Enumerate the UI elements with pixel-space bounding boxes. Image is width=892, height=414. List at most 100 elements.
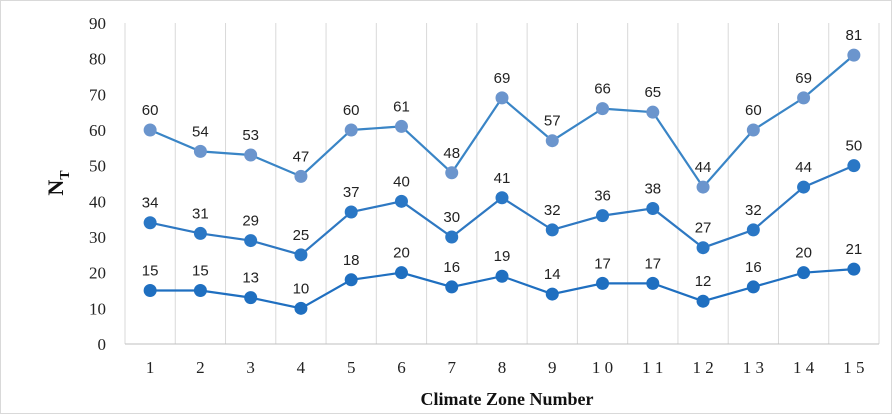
data-label: 41 [494,170,511,187]
data-point [344,205,358,219]
gridlines [124,23,880,344]
y-tick-label: 80 [89,50,106,69]
data-label: 32 [544,202,561,219]
data-point [193,144,207,158]
x-tick-label: 8 [498,358,507,377]
data-point [646,201,660,215]
data-label: 60 [343,102,360,119]
data-label: 66 [594,81,611,98]
data-label: 81 [846,27,863,44]
y-tick-label: 30 [89,228,106,247]
data-point [294,301,308,315]
data-point [797,266,811,280]
data-point [545,134,559,148]
x-tick-label: 1 5 [843,358,864,377]
y-axis-title-subscript: T [58,170,73,180]
data-label: 30 [443,209,460,226]
series-1: 60 54 53 47 60 61 48 69 57 66 65 44 60 69 81 [142,27,863,194]
data-label: 48 [443,145,460,162]
y-tick-label: 10 [89,299,106,318]
x-tick-label: 1 2 [692,358,713,377]
y-tick-label: 20 [89,264,106,283]
data-point [545,287,559,301]
data-label: 20 [393,245,410,262]
data-label: 13 [242,270,259,287]
data-point [244,234,258,248]
y-axis-title-main: N [43,180,68,196]
data-label: 32 [745,202,762,219]
data-point [445,166,459,180]
x-tick-label: 1 4 [793,358,815,377]
y-tick-label: 60 [89,121,106,140]
data-point [646,105,660,119]
data-label: 65 [644,84,661,101]
y-axis-title: NT [43,170,73,196]
data-point [847,159,861,173]
data-point [244,291,258,305]
data-label: 37 [343,184,360,201]
data-label: 60 [142,102,159,119]
data-label: 44 [795,159,812,176]
x-axis: 1 2 3 4 5 6 7 8 9 1 0 1 1 1 2 1 3 1 4 1 5 [125,343,879,377]
data-point [495,191,509,205]
data-point [294,169,308,183]
data-label: 34 [142,195,159,212]
data-label: 38 [644,180,661,197]
data-point [193,226,207,240]
data-point [746,123,760,137]
x-tick-label: 6 [397,358,406,377]
x-tick-label: 7 [447,358,456,377]
data-label: 17 [644,255,661,272]
x-tick-label: 9 [548,358,557,377]
data-label: 50 [846,138,863,155]
series-3: 15 15 13 10 18 20 16 19 14 17 17 12 16 20 21 [142,241,862,315]
y-tick-label: 0 [98,335,107,354]
data-label: 25 [293,227,310,244]
data-label: 40 [393,173,410,190]
data-point [193,284,207,297]
y-tick-label: 90 [89,14,106,33]
data-point [394,119,408,133]
x-axis-title: Climate Zone Number [421,389,594,409]
data-point [746,223,760,237]
x-tick-label: 1 [146,358,155,377]
y-axis: 0 10 20 30 40 50 60 70 80 90 [89,14,106,354]
data-point [797,180,811,194]
data-point [797,91,811,105]
data-label: 15 [142,263,159,280]
x-tick-label: 1 0 [592,358,613,377]
data-label: 31 [192,205,209,222]
data-point [294,248,308,262]
data-label: 20 [795,245,812,262]
data-label: 10 [293,280,310,297]
data-point [646,276,660,290]
data-label: 57 [544,113,561,130]
data-point [394,194,408,208]
x-tick-label: 2 [196,358,205,377]
data-point [244,148,258,162]
y-tick-label: 40 [89,192,106,211]
data-point [445,230,459,244]
data-label: 36 [594,188,611,205]
data-label: 44 [695,159,712,176]
y-tick-label: 50 [89,157,106,176]
data-point [545,223,559,237]
data-point [344,123,358,137]
x-tick-label: 1 1 [642,358,663,377]
data-point [847,48,861,62]
data-point [847,262,861,276]
data-label: 27 [695,220,712,237]
data-point [746,280,760,294]
data-label: 19 [494,248,511,265]
x-tick-label: 4 [297,358,306,377]
data-point [596,276,610,290]
data-point [696,294,710,308]
data-point [596,209,610,223]
x-tick-label: 5 [347,358,356,377]
data-label: 69 [494,70,511,87]
data-point [344,273,358,287]
data-label: 53 [242,127,259,144]
data-label: 12 [695,273,712,290]
data-label: 69 [795,70,812,87]
data-label: 18 [343,252,360,269]
